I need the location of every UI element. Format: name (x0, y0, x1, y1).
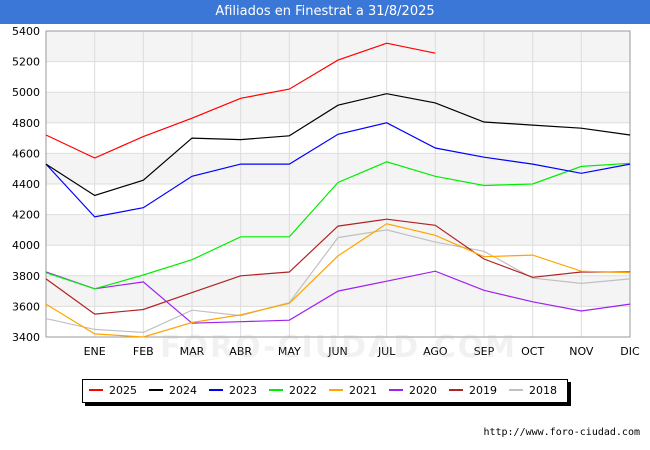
series-line-2023 (45, 122, 631, 218)
x-tick-label: OCT (521, 345, 544, 358)
legend-label: 2023 (229, 384, 257, 397)
legend-item-2025: 2025 (89, 380, 137, 402)
series-line-2022 (45, 161, 631, 290)
legend-swatch (329, 389, 343, 391)
y-tick-label: 4600 (12, 147, 40, 160)
series-line-2019 (45, 218, 630, 315)
series-line-2024 (45, 93, 631, 197)
x-tick-label: FEB (133, 345, 154, 358)
legend-swatch (389, 389, 403, 391)
legend-item-2019: 2019 (449, 380, 497, 402)
x-tick-label: ABR (229, 345, 252, 358)
x-tick-label: AGO (423, 345, 448, 358)
y-tick-label: 3800 (12, 270, 40, 283)
legend-label: 2018 (529, 384, 557, 397)
x-tick-label: NOV (569, 345, 594, 358)
y-tick-label: 4400 (12, 178, 40, 191)
watermark: FORO-CIUDAD.COM (160, 330, 517, 365)
legend-item-2020: 2020 (389, 380, 437, 402)
legend-swatch (89, 389, 103, 391)
legend-swatch (269, 389, 283, 391)
x-tick-label: MAY (278, 345, 301, 358)
x-tick-label: ENE (84, 345, 106, 358)
y-tick-label: 4800 (12, 117, 40, 130)
legend: 2025 2024 2023 2022 2021 2020 2019 2018 (82, 379, 568, 403)
legend-item-2023: 2023 (209, 380, 257, 402)
legend-swatch (509, 389, 523, 391)
y-tick-label: 4000 (12, 239, 40, 252)
legend-item-2018: 2018 (509, 380, 557, 402)
x-tick-label: JUL (377, 345, 396, 358)
legend-label: 2022 (289, 384, 317, 397)
series-line-2025 (45, 42, 436, 159)
legend-item-2022: 2022 (269, 380, 317, 402)
line-chart: 3400 3600 3800 4000 4200 4400 4600 4800 5000 5200… (12, 25, 640, 358)
legend-label: 2024 (169, 384, 197, 397)
chart-title: Afiliados en Finestrat a 31/8/2025 (0, 0, 650, 24)
y-tick-label: 5400 (12, 25, 40, 38)
y-tick-label: 4200 (12, 209, 40, 222)
footer-url: http://www.foro-ciudad.com (483, 427, 640, 438)
series-line-2021 (45, 223, 631, 338)
legend-label: 2025 (109, 384, 137, 397)
series-line-2020 (45, 270, 631, 324)
x-tick-label: SEP (474, 345, 495, 358)
legend-swatch (209, 389, 223, 391)
legend-swatch (149, 389, 163, 391)
series-line-2018 (45, 229, 631, 334)
x-tick-label: JUN (327, 345, 348, 358)
y-tick-label: 3600 (12, 300, 40, 313)
legend-label: 2020 (409, 384, 437, 397)
legend-item-2024: 2024 (149, 380, 197, 402)
legend-label: 2019 (469, 384, 497, 397)
y-tick-label: 5200 (12, 56, 40, 69)
y-tick-label: 3400 (12, 331, 40, 344)
x-tick-label: MAR (180, 345, 205, 358)
legend-item-2021: 2021 (329, 380, 377, 402)
legend-label: 2021 (349, 384, 377, 397)
legend-swatch (449, 389, 463, 391)
plot-frame (45, 30, 631, 338)
y-tick-label: 5000 (12, 86, 40, 99)
x-tick-label: DIC (620, 345, 640, 358)
